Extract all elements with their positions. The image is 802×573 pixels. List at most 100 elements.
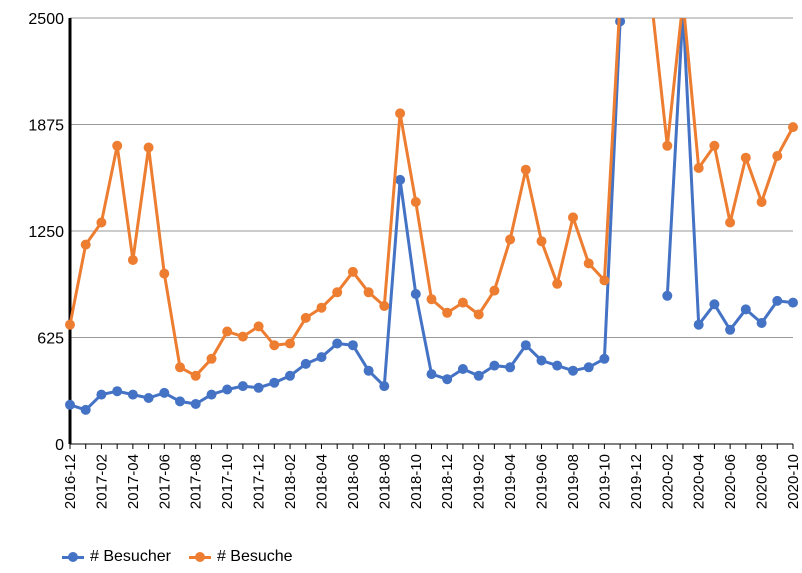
data-point xyxy=(756,318,767,328)
data-point xyxy=(678,0,688,6)
data-point xyxy=(568,212,578,223)
y-tick-label: 1875 xyxy=(28,118,64,135)
data-point xyxy=(222,384,233,395)
data-point xyxy=(96,389,107,400)
legend-item-besucher: # Besucher xyxy=(62,548,171,566)
x-tick-label: 2017-02 xyxy=(93,454,110,509)
data-point xyxy=(206,389,217,400)
data-point xyxy=(442,374,453,385)
data-point xyxy=(756,197,767,207)
x-tick-label: 2020-06 xyxy=(722,454,739,509)
data-point xyxy=(159,268,170,279)
data-point xyxy=(159,387,170,398)
x-tick-label: 2018-02 xyxy=(282,454,299,509)
data-point xyxy=(489,360,500,371)
data-point xyxy=(662,140,673,151)
x-tick-label: 2019-12 xyxy=(628,454,645,509)
x-tick-label: 2017-10 xyxy=(219,454,236,509)
legend-item-besuche: # Besuche xyxy=(188,548,293,566)
data-point xyxy=(693,163,704,173)
data-point xyxy=(127,389,138,400)
data-point xyxy=(709,140,720,151)
x-tick-label: 2019-08 xyxy=(565,454,582,509)
data-point xyxy=(127,255,138,265)
data-point xyxy=(379,301,390,311)
data-point xyxy=(678,5,688,15)
data-point xyxy=(332,287,343,298)
data-point xyxy=(237,331,248,342)
data-point xyxy=(395,108,406,119)
x-tick-label: 2019-02 xyxy=(471,454,488,509)
x-tick-label: 2020-02 xyxy=(659,454,676,509)
y-tick-label: 2500 xyxy=(28,11,64,28)
data-point xyxy=(363,365,374,376)
data-point xyxy=(473,370,484,381)
data-point xyxy=(300,358,311,369)
data-point xyxy=(489,285,500,296)
data-point xyxy=(190,399,201,409)
data-point xyxy=(725,217,736,228)
data-point xyxy=(143,393,154,403)
data-point xyxy=(473,309,484,320)
data-point xyxy=(709,299,720,310)
data-point xyxy=(316,352,327,363)
data-point xyxy=(520,340,531,351)
data-point xyxy=(190,370,201,381)
data-point xyxy=(395,174,406,185)
data-point xyxy=(410,197,421,207)
data-point xyxy=(442,307,453,318)
x-tick-label: 2019-04 xyxy=(502,454,519,509)
x-tick-label: 2018-04 xyxy=(313,454,330,509)
data-point xyxy=(80,404,91,415)
x-tick-label: 2018-06 xyxy=(345,454,362,509)
data-point xyxy=(175,396,185,407)
data-point xyxy=(583,362,594,373)
data-point xyxy=(536,236,547,247)
data-point xyxy=(552,360,563,371)
x-tick-label: 2020-10 xyxy=(785,454,802,509)
data-point xyxy=(347,266,358,277)
data-point xyxy=(112,140,123,151)
x-tick-label: 2017-12 xyxy=(251,454,268,509)
x-tick-label: 2018-08 xyxy=(376,454,393,509)
x-tick-label: 2020-04 xyxy=(691,454,708,509)
data-point xyxy=(143,142,154,153)
data-point xyxy=(65,319,75,330)
x-tick-label: 2018-10 xyxy=(408,454,425,509)
data-point xyxy=(599,353,610,364)
data-point xyxy=(788,297,798,308)
data-point xyxy=(536,355,547,366)
x-tick-label: 2017-08 xyxy=(188,454,205,509)
data-point xyxy=(410,289,421,299)
legend-label-besuche: # Besuche xyxy=(216,548,293,565)
x-tick-label: 2019-10 xyxy=(596,454,613,509)
data-point xyxy=(379,381,390,392)
data-point xyxy=(80,239,91,250)
data-point xyxy=(772,151,783,161)
data-point xyxy=(568,365,578,376)
data-point xyxy=(96,217,107,228)
data-point xyxy=(772,295,783,306)
data-point xyxy=(175,362,185,373)
data-point xyxy=(662,290,673,301)
x-tick-label: 2018-12 xyxy=(439,454,456,509)
data-point xyxy=(599,275,610,286)
x-tick-label: 2020-08 xyxy=(754,454,771,509)
y-tick-label: 1250 xyxy=(28,224,64,241)
data-point xyxy=(725,324,736,335)
data-point xyxy=(693,319,704,330)
y-tick-label: 625 xyxy=(37,331,64,348)
data-point xyxy=(285,370,295,381)
data-point xyxy=(583,258,594,269)
y-tick-label: 0 xyxy=(55,437,64,454)
data-point xyxy=(788,122,798,133)
legend-swatch-orange xyxy=(188,551,211,563)
data-point xyxy=(285,338,295,349)
x-tick-label: 2019-06 xyxy=(534,454,551,509)
data-point xyxy=(253,321,264,332)
series-besucher xyxy=(65,5,798,415)
data-point xyxy=(269,377,280,388)
data-point xyxy=(300,312,311,323)
series-line xyxy=(68,18,795,378)
